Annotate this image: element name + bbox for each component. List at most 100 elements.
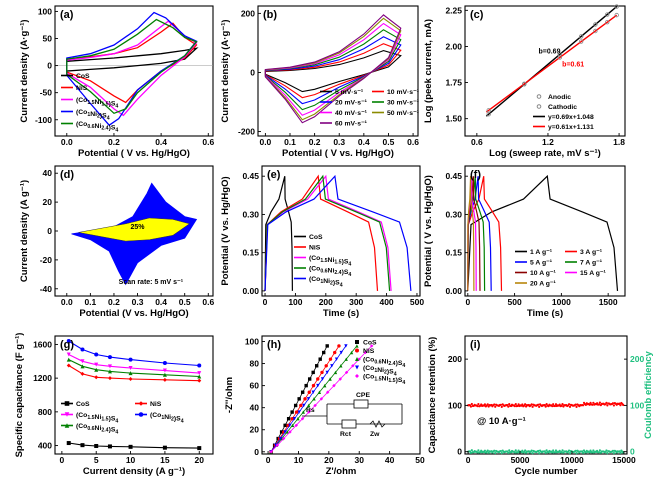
data-point: [302, 403, 306, 408]
data-point: [304, 383, 308, 388]
legend-label: CoS: [76, 401, 90, 408]
legend: Anodic Cathodic y=0.69x+1.048 y=0.61x+1.131: [533, 94, 594, 131]
data-point: [612, 452, 616, 455]
data-point: [494, 451, 497, 455]
data-point: [530, 449, 533, 452]
data-point: [316, 383, 320, 388]
data-point: [494, 405, 497, 408]
cv-curve: [264, 36, 402, 105]
y-axis-title: Potential ( V vs. Hg/HgO): [423, 175, 434, 287]
x-tick-label: 0: [263, 297, 268, 307]
y-tick-label: 0: [250, 67, 255, 77]
data-point: [363, 350, 368, 355]
data-point: [94, 443, 99, 448]
data-point: [483, 449, 487, 452]
data-point: [288, 430, 292, 434]
data-point: [521, 449, 524, 452]
data-point: [355, 365, 359, 370]
legend: CoS NiS (Co1.5Ni1.5)S4(Co1Ni2)S4(Co0.6Ni2.…: [61, 73, 118, 133]
data-point: [592, 449, 595, 452]
y-tick-label: 0.15: [445, 248, 462, 258]
x-tick-label: 0: [60, 455, 65, 465]
data-point: [300, 417, 305, 421]
panel-label: (f): [470, 169, 481, 181]
legend-label: 60 mV·s⁻¹: [335, 121, 368, 128]
data-point: [508, 449, 511, 452]
cv-curve: [264, 22, 402, 116]
data-point: [544, 405, 547, 408]
data-point: [584, 403, 587, 406]
x-tick-label: 1500: [599, 297, 618, 307]
data-point: [328, 357, 333, 361]
data-point: [283, 430, 287, 434]
legend-label: (Co1Ni2)S4: [363, 365, 397, 377]
x-tick-label: 15: [160, 455, 170, 465]
y-tick-label: -20: [40, 255, 53, 265]
legend: CoS NiS (Co1.5Ni1.5)S4(Co0.6Ni2.4)S4(Co1Ni…: [294, 234, 351, 288]
data-point: [538, 405, 541, 408]
data-point: [614, 12, 619, 18]
x-tick-label: 0.5: [179, 297, 191, 307]
x-axis-title: Potential ( V vs. Hg/HgO): [282, 148, 394, 159]
data-point: [351, 364, 355, 368]
data-point: [524, 403, 527, 406]
data-point: [605, 19, 610, 25]
data-point: [588, 451, 591, 454]
legend-label: y=0.61x+1.131: [548, 124, 594, 131]
plot-area: [66, 339, 202, 451]
data-point: [107, 444, 112, 449]
data-point: [575, 452, 578, 455]
data-point: [312, 397, 316, 401]
chart-panel-e: 0 100 200 300 400 500 0.00 0.15 0.30 0.45 Time (s)…: [220, 165, 424, 319]
x-tick-label: 0.0: [61, 297, 73, 307]
data-point: [275, 443, 280, 447]
data-point: [197, 371, 202, 376]
panel-label: (c): [470, 9, 484, 21]
data-point: [162, 377, 167, 382]
data-point: [605, 12, 610, 17]
y-axis-title: Specific capacitance (F g⁻¹): [14, 333, 25, 458]
y-tick-label: 2.00: [445, 41, 462, 51]
x-axis-title: Cycle number: [515, 466, 578, 477]
y-tick-label: 1200: [33, 373, 52, 383]
data-point: [355, 374, 359, 378]
legend-label: 10 A g⁻¹: [530, 270, 556, 277]
data-point: [138, 401, 144, 406]
data-point: [355, 357, 359, 361]
data-point: [486, 449, 489, 452]
data-point: [162, 445, 167, 450]
data-point: [592, 401, 595, 404]
legend-label: NiS: [363, 348, 375, 355]
data-point: [605, 449, 608, 452]
data-point: [508, 402, 511, 406]
data-point: [619, 451, 622, 454]
data-point: [107, 369, 112, 374]
data-point: [64, 401, 70, 406]
legend-label: NiS: [309, 245, 321, 252]
x-tick-label: 0.3: [333, 137, 345, 147]
chart-panel-d: 0.0 0.1 0.2 0.3 0.4 0.5 0.6 -40 -20 0 20 40 Potentia…: [19, 165, 214, 319]
x-tick-label: 200: [319, 297, 333, 307]
cv-curve: [66, 20, 198, 117]
data-point: [517, 449, 520, 452]
x-tick-label: 50: [415, 455, 425, 465]
data-point: [317, 390, 322, 394]
x-tick-label: 300: [349, 297, 363, 307]
data-point: [128, 366, 133, 371]
panel-label: (i): [470, 339, 481, 351]
y-tick-label: 100: [38, 6, 52, 16]
data-point: [513, 451, 516, 454]
data-point: [330, 364, 334, 368]
y-tick-label: 20: [43, 197, 53, 207]
x-tick-label: 0: [266, 455, 271, 465]
legend-label: (Co1.5Ni1.5)S4: [76, 97, 118, 109]
data-point: [306, 397, 311, 401]
cv-curve: [264, 14, 402, 124]
data-point: [128, 444, 133, 449]
y-tick-label: 0.30: [242, 209, 259, 219]
annotation: @ 10 A·g⁻¹: [477, 416, 526, 427]
data-point: [301, 410, 305, 414]
data-point: [619, 404, 622, 407]
data-point: [476, 451, 479, 454]
